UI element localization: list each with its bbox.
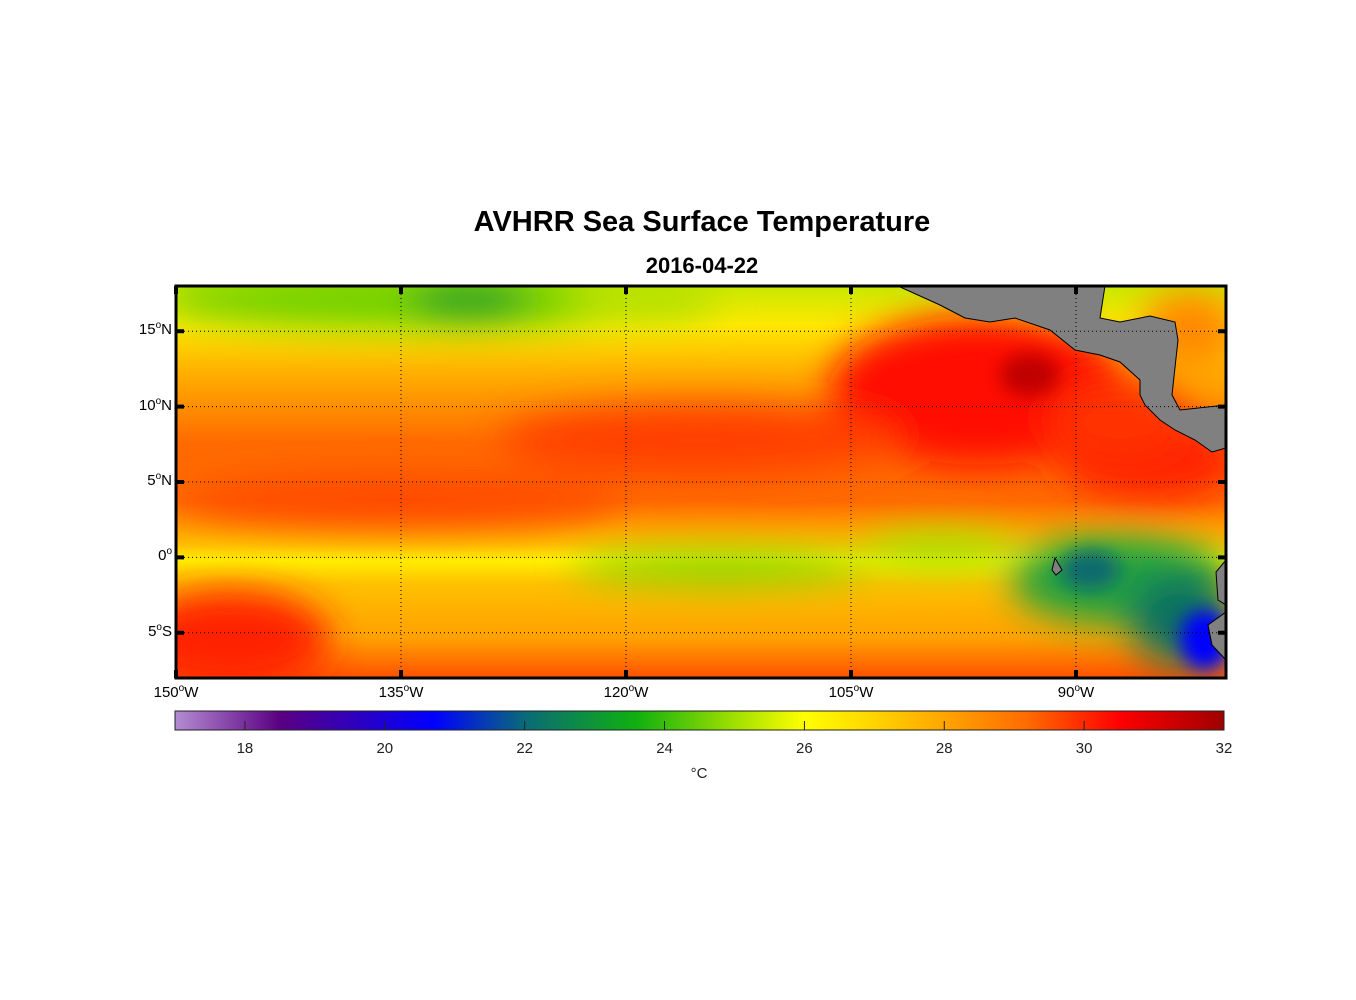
lat-label: 5oS (148, 621, 172, 640)
map-frame (174, 284, 1228, 680)
land-central-america (897, 286, 1226, 453)
degree-mark: o (155, 395, 162, 407)
lon-label: 135oW (378, 683, 424, 702)
colorbar-tick-label: 32 (1215, 740, 1233, 757)
label-hemisphere: S (161, 622, 172, 640)
degree-mark: o (853, 683, 860, 694)
label-number: 5 (148, 622, 157, 640)
lat-label: 10oN (138, 395, 172, 414)
sst-field (176, 286, 1226, 678)
label-number: 15 (138, 321, 156, 339)
label-number: 5 (147, 472, 156, 489)
land-galapagos (1051, 556, 1063, 576)
colorbar-ticks (244, 721, 1225, 730)
land-south-america (1207, 559, 1226, 661)
chart-title: AVHRR Sea Surface Temperature (473, 206, 931, 238)
colorbar-tick-label: 30 (1075, 740, 1093, 757)
colorbar-tick-label: 28 (935, 740, 953, 757)
degree-mark: o (178, 683, 185, 694)
colorbar-unit: °C (690, 765, 708, 782)
label-number: 150 (153, 684, 179, 701)
colorbar-tick-label: 18 (236, 740, 254, 757)
colorbar (174, 710, 1225, 731)
label-hemisphere: W (859, 684, 874, 701)
degree-mark: o (155, 320, 162, 332)
colorbar-tick-label: 22 (516, 740, 533, 757)
label-number: 90 (1057, 684, 1075, 701)
label-hemisphere: N (161, 472, 172, 489)
label-hemisphere: N (161, 321, 172, 339)
lon-label: 90oW (1057, 683, 1095, 702)
degree-mark: o (1074, 683, 1081, 694)
label-number: 10 (138, 396, 156, 414)
lat-label: 0o (158, 546, 172, 565)
label-number: 0 (158, 547, 167, 565)
label-hemisphere: W (409, 684, 424, 701)
colorbar-tick-label: 26 (796, 740, 813, 757)
label-hemisphere: W (184, 684, 199, 701)
colorbar-tick-label: 24 (656, 740, 673, 757)
chart-subtitle: 2016-04-22 (645, 253, 759, 278)
degree-mark: o (156, 621, 162, 633)
lon-label: 150oW (153, 683, 199, 702)
label-hemisphere: W (634, 684, 649, 701)
lat-label: 15oN (138, 320, 172, 339)
label-number: 105 (828, 684, 854, 701)
lat-label: 5oN (147, 471, 172, 490)
degree-mark: o (628, 683, 635, 694)
degree-mark: o (166, 546, 172, 558)
label-number: 120 (603, 684, 629, 701)
degree-mark: o (403, 683, 410, 694)
lon-label: 120oW (603, 683, 649, 702)
degree-mark: o (155, 471, 162, 482)
colorbar-tick-label: 20 (376, 740, 394, 757)
label-hemisphere: N (161, 396, 172, 414)
label-number: 135 (378, 684, 404, 701)
lon-label: 105oW (828, 683, 874, 702)
label-hemisphere: W (1080, 684, 1095, 701)
